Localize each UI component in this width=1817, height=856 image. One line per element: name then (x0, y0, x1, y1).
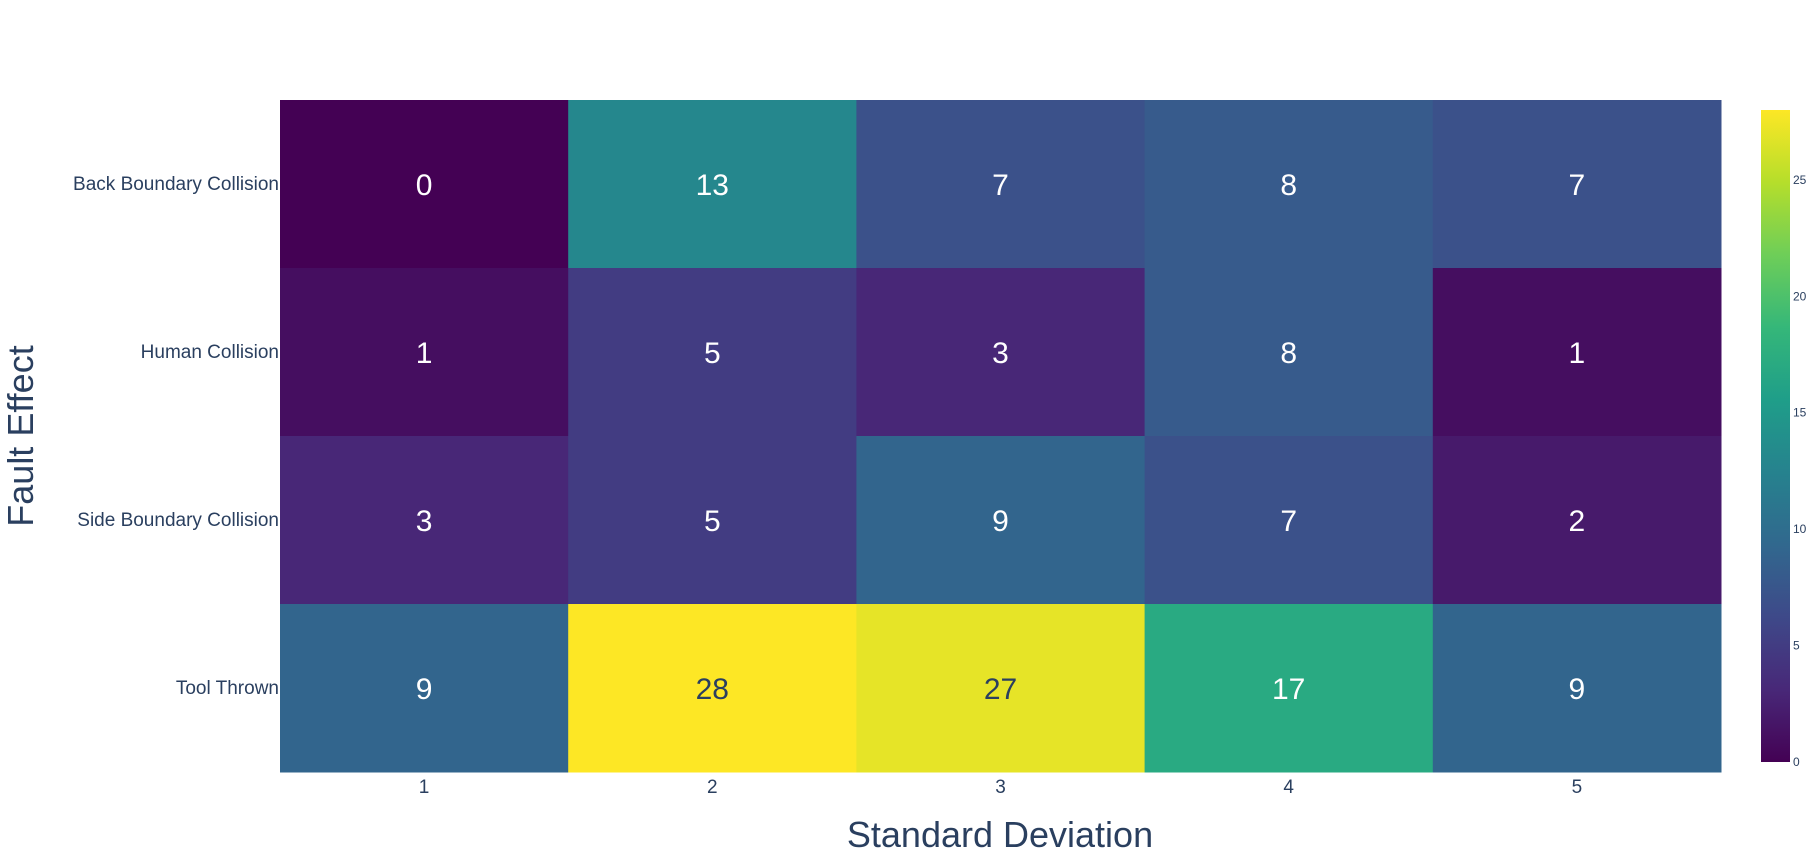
heatmap-cell-value: 8 (1280, 169, 1297, 202)
colorbar-tick-label: 0 (1793, 755, 1800, 769)
heatmap-cell (856, 268, 1146, 437)
x-axis-ticks: 1 2 3 4 5 (419, 777, 1582, 798)
y-axis-ticks: Back Boundary Collision Human Collision Si… (73, 174, 279, 699)
heatmap-cell-value: 7 (992, 169, 1009, 202)
x-tick-label: 2 (707, 777, 718, 798)
heatmap-cell-value: 27 (984, 673, 1017, 706)
heatmap-cell-value: 9 (1569, 673, 1586, 706)
heatmap-cell-labels: 0 13 7 8 71 5 3 8 13 5 9 7 29 28 27 17 9 (416, 169, 1585, 706)
colorbar (1761, 110, 1790, 762)
heatmap-cell (1144, 604, 1434, 773)
colorbar-ticks: 0 5 10 15 20 25 (1793, 173, 1807, 769)
heatmap-cell-value: 7 (1280, 505, 1297, 538)
heatmap-cell (1432, 100, 1722, 269)
x-tick-label: 3 (995, 777, 1006, 798)
colorbar-tick-label: 15 (1793, 406, 1807, 420)
heatmap-cell-value: 1 (416, 337, 433, 370)
heatmap-cell-value: 9 (992, 505, 1009, 538)
heatmap-cell (280, 436, 569, 605)
heatmap-cell-value: 3 (992, 337, 1009, 370)
heatmap-cell-value: 5 (704, 337, 721, 370)
x-tick-label: 1 (419, 777, 430, 798)
x-tick-label: 5 (1572, 777, 1583, 798)
heatmap-cell-value: 5 (704, 505, 721, 538)
colorbar-tick-label: 10 (1793, 522, 1807, 536)
heatmap-cell (568, 604, 857, 773)
heatmap-cell (1144, 100, 1434, 269)
colorbar-tick-label: 25 (1793, 173, 1807, 187)
y-tick-label: Tool Thrown (176, 678, 279, 699)
heatmap-cell (280, 268, 569, 437)
colorbar-tick-label: 20 (1793, 289, 1807, 303)
heatmap-cell (856, 604, 1146, 773)
y-tick-label: Side Boundary Collision (77, 510, 279, 531)
heatmap-cell (280, 100, 569, 269)
heatmap-cell (1432, 268, 1722, 437)
heatmap-cell-value: 13 (696, 169, 729, 202)
x-tick-label: 4 (1283, 777, 1294, 798)
heatmap-cell (856, 436, 1146, 605)
heatmap-cell-value: 2 (1569, 505, 1586, 538)
y-tick-label: Back Boundary Collision (73, 174, 279, 195)
heatmap-cell-value: 7 (1569, 169, 1586, 202)
heatmap-cell (1144, 268, 1434, 437)
heatmap-cell-value: 17 (1272, 673, 1305, 706)
heatmap-cell (568, 436, 857, 605)
heatmap-cell-value: 0 (416, 169, 433, 202)
heatmap-cell (568, 100, 857, 269)
y-tick-label: Human Collision (141, 342, 279, 363)
heatmap-cell-value: 3 (416, 505, 433, 538)
heatmap-cell-value: 8 (1280, 337, 1297, 370)
heatmap-cell (1432, 604, 1722, 773)
heatmap-cell (568, 268, 857, 437)
heatmap-cell (1432, 436, 1722, 605)
heatmap-cell-value: 9 (416, 673, 433, 706)
heatmap-cells (280, 100, 1722, 773)
heatmap-cell (856, 100, 1146, 269)
y-axis-title: Fault Effect (0, 345, 41, 526)
heatmap-cell-value: 28 (696, 673, 729, 706)
heatmap-cell (1144, 436, 1434, 605)
colorbar-tick-label: 5 (1793, 639, 1800, 653)
heatmap-cell (280, 604, 569, 773)
x-axis-title: Standard Deviation (847, 814, 1153, 855)
heatmap-cell-value: 1 (1569, 337, 1586, 370)
